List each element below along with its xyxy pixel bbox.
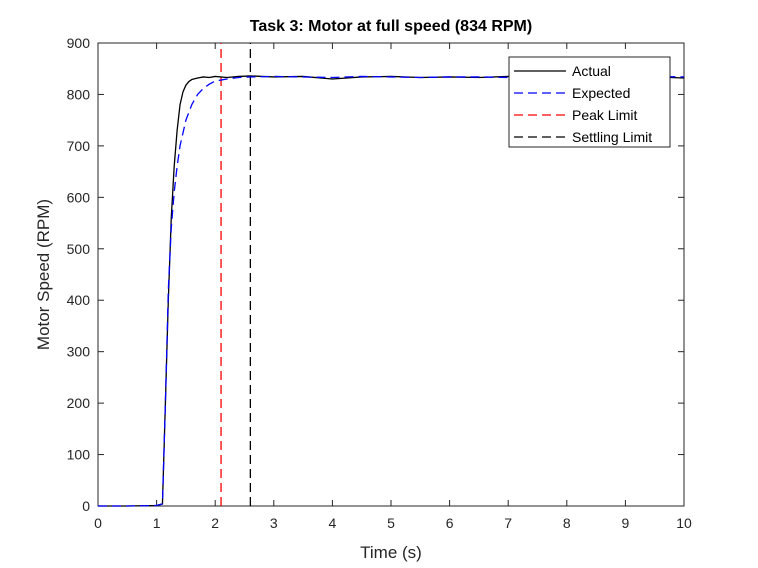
legend: Actual Expected Peak Limit Settling Limit [508, 56, 671, 148]
x-tick-label: 6 [446, 515, 454, 531]
ticks [97, 42, 685, 507]
y-axis-label: Motor Speed (RPM) [34, 199, 53, 350]
y-tick-label: 100 [67, 447, 91, 463]
legend-entry-label: Settling Limit [572, 129, 652, 145]
legend-entry-label: Actual [572, 63, 611, 79]
legend-box [508, 56, 671, 148]
series-line-expected [98, 75, 685, 507]
y-tick-label: 200 [67, 395, 91, 411]
x-tick-label: 9 [622, 515, 630, 531]
y-tick-label: 600 [67, 189, 91, 205]
x-tick-label: 3 [270, 515, 278, 531]
x-tick-label: 2 [211, 515, 219, 531]
x-tick-label: 5 [387, 515, 395, 531]
legend-entries: Actual Expected Peak Limit Settling Limit [514, 63, 652, 145]
y-tick-label: 900 [67, 35, 91, 51]
legend-entry-label: Expected [572, 85, 630, 101]
x-tick-label: 4 [329, 515, 337, 531]
x-axis-label: Time (s) [360, 543, 422, 562]
chart-title: Task 3: Motor at full speed (834 RPM) [250, 18, 532, 35]
y-tick-label: 800 [67, 86, 91, 102]
x-tick-label: 10 [676, 515, 692, 531]
x-tick-label: 8 [563, 515, 571, 531]
x-tick-label: 7 [504, 515, 512, 531]
x-tick-label: 1 [153, 515, 161, 531]
x-tick-label: 0 [94, 515, 102, 531]
y-tick-label: 300 [67, 344, 91, 360]
y-tick-label: 700 [67, 138, 91, 154]
y-tick-label: 400 [67, 292, 91, 308]
y-tick-label: 500 [67, 241, 91, 257]
legend-entry-label: Peak Limit [572, 107, 637, 123]
y-tick-label: 0 [82, 498, 90, 514]
